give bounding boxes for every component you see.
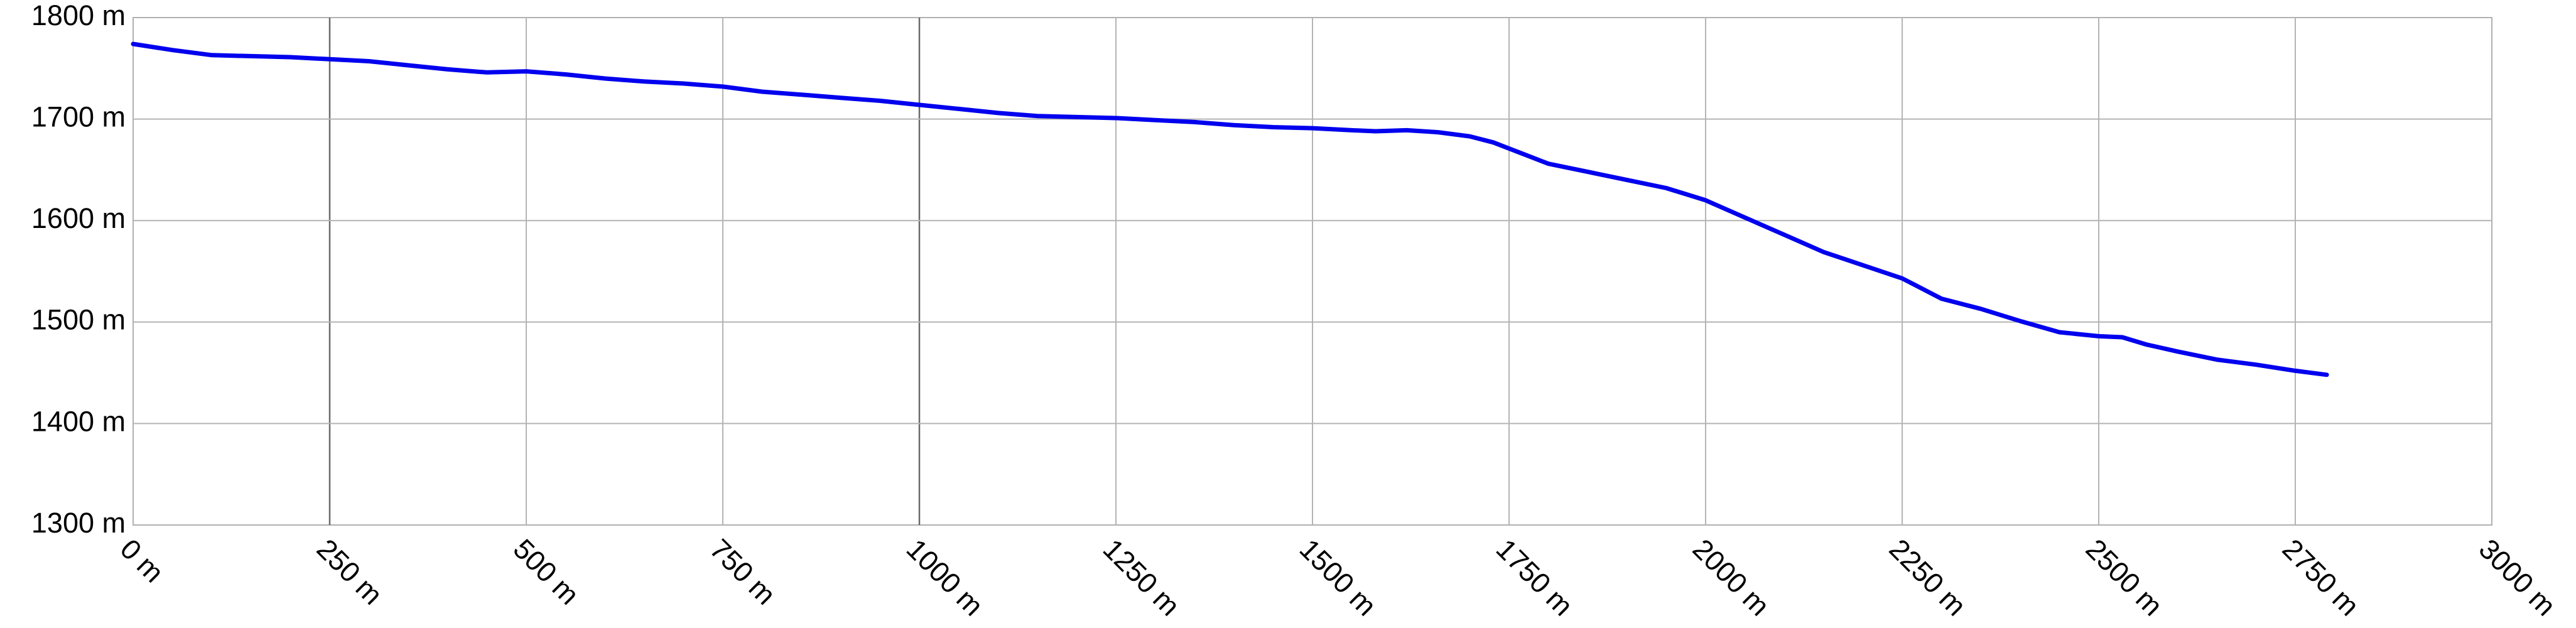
x-tick-label: 250 m xyxy=(311,533,389,611)
x-tick-label: 2250 m xyxy=(1883,533,1973,622)
x-tick-label: 3000 m xyxy=(2473,533,2562,622)
series-layer xyxy=(131,41,2329,377)
y-tick-label: 1600 m xyxy=(31,202,126,234)
grid-lines xyxy=(133,18,2492,525)
x-tick-label: 2500 m xyxy=(2080,533,2169,622)
y-tick-label: 1400 m xyxy=(31,405,126,437)
x-tick-label: 750 m xyxy=(704,533,782,611)
y-tick-label: 1300 m xyxy=(31,507,126,539)
x-tick-label: 2750 m xyxy=(2276,533,2366,622)
y-tick-label: 1500 m xyxy=(31,304,126,336)
y-axis-tick-labels: 1300 m 1400 m 1500 m 1600 m 1700 m 1800 m xyxy=(31,0,126,539)
y-tick-label: 1800 m xyxy=(31,0,126,31)
x-tick-label: 500 m xyxy=(507,533,586,611)
y-tick-label: 1700 m xyxy=(31,100,126,133)
x-tick-label: 1000 m xyxy=(901,533,990,622)
x-tick-label: 0 m xyxy=(114,533,170,588)
x-tick-label: 2000 m xyxy=(1687,533,1776,622)
x-tick-label: 1500 m xyxy=(1294,533,1383,622)
x-tick-label: 1750 m xyxy=(1490,533,1579,622)
elevation-series-line xyxy=(131,41,2329,377)
x-axis-tick-labels: 0 m 250 m 500 m 750 m 1000 m 1250 m 1500 m 1750… xyxy=(114,533,2562,622)
x-tick-label: 1250 m xyxy=(1097,533,1186,622)
